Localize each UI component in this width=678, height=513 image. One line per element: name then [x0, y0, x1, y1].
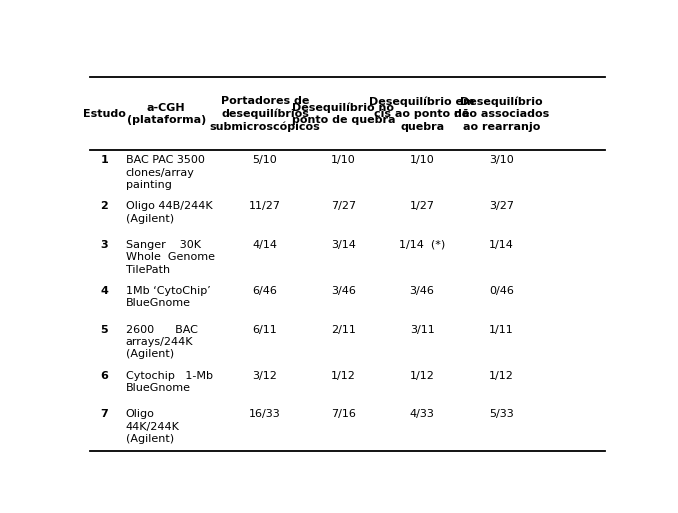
- Text: 6/46: 6/46: [252, 286, 277, 296]
- Text: 2/11: 2/11: [331, 325, 356, 334]
- Text: 5: 5: [100, 325, 108, 334]
- Text: 1/27: 1/27: [410, 202, 435, 211]
- Text: 4/33: 4/33: [410, 409, 435, 419]
- Text: 1/12: 1/12: [489, 371, 514, 381]
- Text: 3/12: 3/12: [252, 371, 277, 381]
- Text: 1/14  (*): 1/14 (*): [399, 240, 445, 250]
- Text: 1/11: 1/11: [489, 325, 514, 334]
- Text: Portadores de
desequilíbrios
submicroscópicos: Portadores de desequilíbrios submicroscó…: [210, 96, 320, 132]
- Text: 16/33: 16/33: [249, 409, 281, 419]
- Text: 1/14: 1/14: [489, 240, 514, 250]
- Text: 3/10: 3/10: [489, 155, 514, 165]
- Text: Oligo
44K/244K
(Agilent): Oligo 44K/244K (Agilent): [125, 409, 180, 444]
- Text: 1/12: 1/12: [410, 371, 435, 381]
- Text: Desequilíbrio em
cis ao ponto de
quebra: Desequilíbrio em cis ao ponto de quebra: [370, 96, 475, 131]
- Text: 3/14: 3/14: [331, 240, 356, 250]
- Text: 2600      BAC
arrays/244K
(Agilent): 2600 BAC arrays/244K (Agilent): [125, 325, 197, 359]
- Text: 0/46: 0/46: [489, 286, 514, 296]
- Text: 3/46: 3/46: [331, 286, 356, 296]
- Text: 3/27: 3/27: [489, 202, 514, 211]
- Text: 6: 6: [100, 371, 108, 381]
- Text: 5/33: 5/33: [489, 409, 514, 419]
- Text: 7/27: 7/27: [331, 202, 356, 211]
- Text: Sanger    30K
Whole  Genome
TilePath: Sanger 30K Whole Genome TilePath: [125, 240, 215, 274]
- Text: 1Mb ‘CytoChip’
BlueGnome: 1Mb ‘CytoChip’ BlueGnome: [125, 286, 210, 308]
- Text: 6/11: 6/11: [253, 325, 277, 334]
- Text: 1/10: 1/10: [331, 155, 356, 165]
- Text: BAC PAC 3500
clones/array
painting: BAC PAC 3500 clones/array painting: [125, 155, 205, 190]
- Text: 5/10: 5/10: [253, 155, 277, 165]
- Text: 2: 2: [100, 202, 108, 211]
- Text: Desequilíbrio
não associados
ao rearranjo: Desequilíbrio não associados ao rearranj…: [454, 96, 549, 131]
- Text: 3/11: 3/11: [410, 325, 435, 334]
- Text: 1/10: 1/10: [410, 155, 435, 165]
- Text: 4/14: 4/14: [252, 240, 277, 250]
- Text: Oligo 44B/244K
(Agilent): Oligo 44B/244K (Agilent): [125, 202, 212, 224]
- Text: Estudo: Estudo: [83, 109, 125, 119]
- Text: 4: 4: [100, 286, 108, 296]
- Text: 11/27: 11/27: [249, 202, 281, 211]
- Text: 1/12: 1/12: [331, 371, 356, 381]
- Text: 3/46: 3/46: [410, 286, 435, 296]
- Text: 7: 7: [100, 409, 108, 419]
- Text: 7/16: 7/16: [331, 409, 356, 419]
- Text: 3: 3: [100, 240, 108, 250]
- Text: a-CGH
(plataforma): a-CGH (plataforma): [127, 103, 206, 125]
- Text: 1: 1: [100, 155, 108, 165]
- Text: Desequilíbrio no
ponto de quebra: Desequilíbrio no ponto de quebra: [292, 103, 395, 125]
- Text: Cytochip   1-Mb
BlueGnome: Cytochip 1-Mb BlueGnome: [125, 371, 213, 393]
